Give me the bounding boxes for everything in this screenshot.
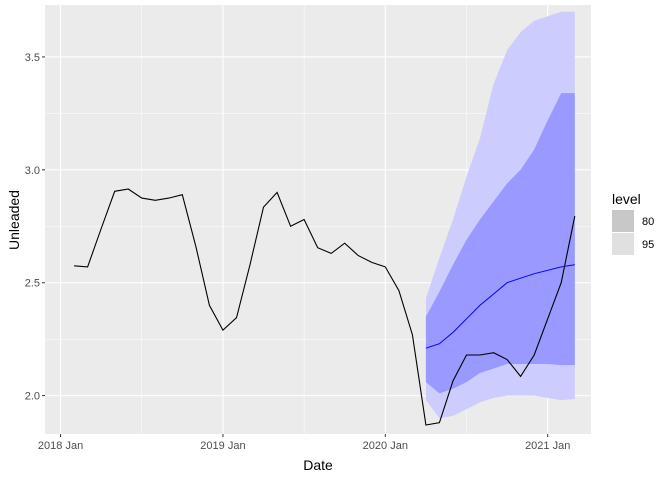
band-80 [425, 93, 575, 394]
x-tick-label: 2018 Jan [38, 440, 83, 452]
y-tick-label: 2.5 [25, 278, 40, 290]
legend-title: level [612, 191, 641, 207]
y-tick-label: 3.0 [25, 165, 40, 177]
x-tick-label: 2020 Jan [363, 440, 408, 452]
legend-label-95: 95 [642, 239, 654, 251]
y-axis-title: Unleaded [6, 190, 22, 250]
series-lines [74, 188, 576, 426]
y-tick-label: 2.0 [25, 391, 40, 403]
x-axis-title: Date [303, 457, 333, 473]
x-tick-label: 2021 Jan [525, 440, 570, 452]
prediction-intervals [425, 11, 575, 419]
legend-swatch-95 [612, 233, 634, 255]
x-axis: 2018 Jan 2019 Jan 2020 Jan 2021 Jan [38, 434, 570, 452]
legend-swatch-80 [612, 210, 634, 232]
y-axis: 2.0 2.5 3.0 3.5 [25, 52, 45, 403]
legend-label-80: 80 [642, 216, 654, 228]
forecast-mean-line [425, 264, 575, 349]
actual-series-line [74, 188, 576, 426]
legend: level 80 95 [612, 191, 654, 255]
x-tick-label: 2019 Jan [200, 440, 245, 452]
y-tick-label: 3.5 [25, 52, 40, 64]
